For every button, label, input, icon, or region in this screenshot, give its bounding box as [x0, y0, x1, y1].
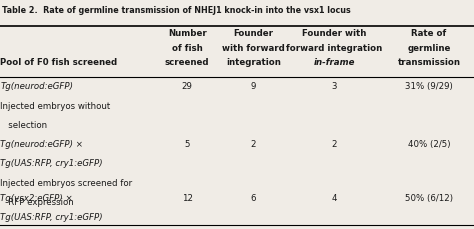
- Text: Table 2.  Rate of germline transmission of NHEJ1 knock-in into the vsx1 locus: Table 2. Rate of germline transmission o…: [2, 6, 351, 15]
- Text: 3: 3: [331, 82, 337, 91]
- Text: selection: selection: [0, 121, 47, 130]
- Text: of fish: of fish: [172, 44, 202, 52]
- Text: 9: 9: [251, 82, 256, 91]
- Text: transmission: transmission: [398, 58, 460, 67]
- Text: screened: screened: [165, 58, 210, 67]
- Text: Injected embryos screened for: Injected embryos screened for: [0, 179, 133, 188]
- Text: 6: 6: [251, 194, 256, 202]
- Text: 29: 29: [182, 82, 192, 91]
- Text: Rate of: Rate of: [411, 29, 447, 38]
- Text: Number: Number: [168, 29, 207, 38]
- Text: in-frame: in-frame: [313, 58, 355, 67]
- Text: Founder: Founder: [234, 29, 273, 38]
- Text: Tg(UAS:RFP, cry1:eGFP): Tg(UAS:RFP, cry1:eGFP): [0, 213, 103, 222]
- Text: 40% (2/5): 40% (2/5): [408, 140, 450, 149]
- Text: Founder with: Founder with: [302, 29, 366, 38]
- Text: Injected embryos without: Injected embryos without: [0, 102, 111, 111]
- Text: 4: 4: [331, 194, 337, 202]
- Text: Tg(neurod:eGFP) ×: Tg(neurod:eGFP) ×: [0, 140, 83, 149]
- Text: RFP expression: RFP expression: [0, 198, 74, 207]
- Text: 2: 2: [251, 140, 256, 149]
- Text: 50% (6/12): 50% (6/12): [405, 194, 453, 202]
- Text: Tg(neurod:eGFP): Tg(neurod:eGFP): [0, 82, 73, 91]
- Text: Tg(UAS:RFP, cry1:eGFP): Tg(UAS:RFP, cry1:eGFP): [0, 159, 103, 168]
- Text: 2: 2: [331, 140, 337, 149]
- Text: forward integration: forward integration: [286, 44, 383, 52]
- Text: Pool of F0 fish screened: Pool of F0 fish screened: [0, 58, 118, 67]
- Text: integration: integration: [226, 58, 281, 67]
- Text: germline: germline: [407, 44, 451, 52]
- Text: with forward: with forward: [222, 44, 285, 52]
- Text: 5: 5: [184, 140, 190, 149]
- Text: 31% (9/29): 31% (9/29): [405, 82, 453, 91]
- Text: Tg(vsx2:eGFP) ×: Tg(vsx2:eGFP) ×: [0, 194, 73, 202]
- Text: 12: 12: [182, 194, 193, 202]
